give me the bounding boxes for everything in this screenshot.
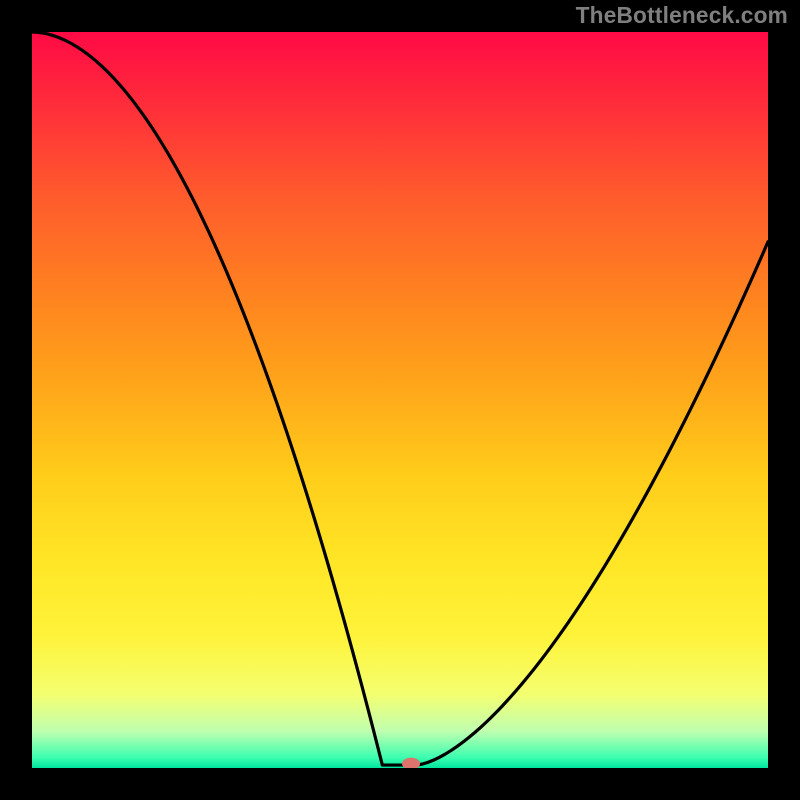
chart-canvas: { "watermark": { "text": "TheBottleneck.… [0,0,800,800]
curve-min-marker [402,758,420,770]
gradient-background [32,32,768,768]
bottleneck-chart [0,0,800,800]
watermark-text: TheBottleneck.com [576,2,788,29]
